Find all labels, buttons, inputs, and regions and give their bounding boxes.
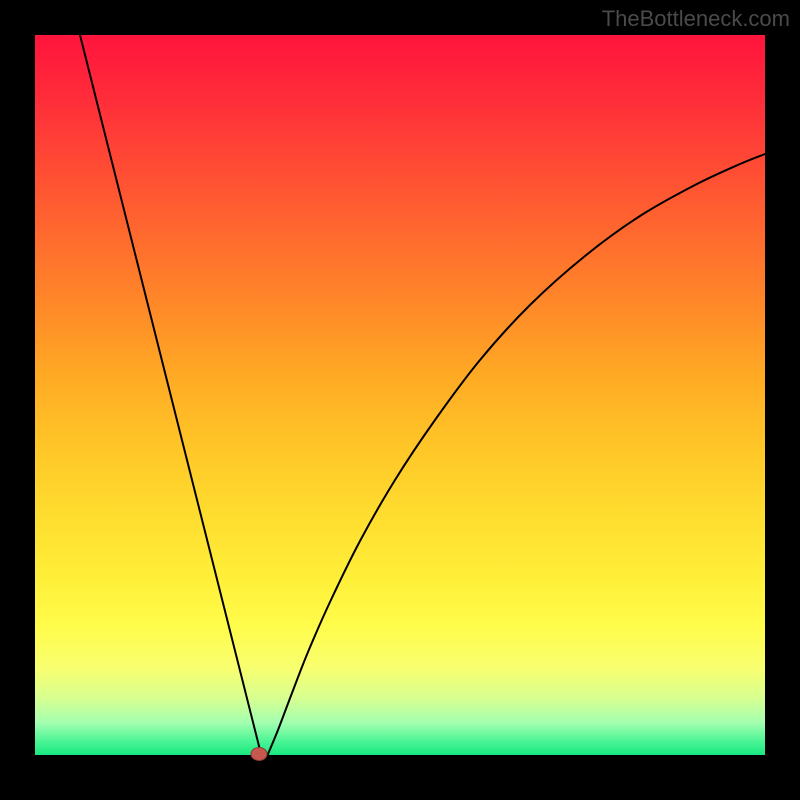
watermark-text: TheBottleneck.com (602, 6, 790, 32)
chart-plot-area (35, 35, 765, 755)
bottleneck-curve-chart (0, 0, 800, 800)
chart-container: TheBottleneck.com (0, 0, 800, 800)
minimum-marker (251, 748, 267, 761)
